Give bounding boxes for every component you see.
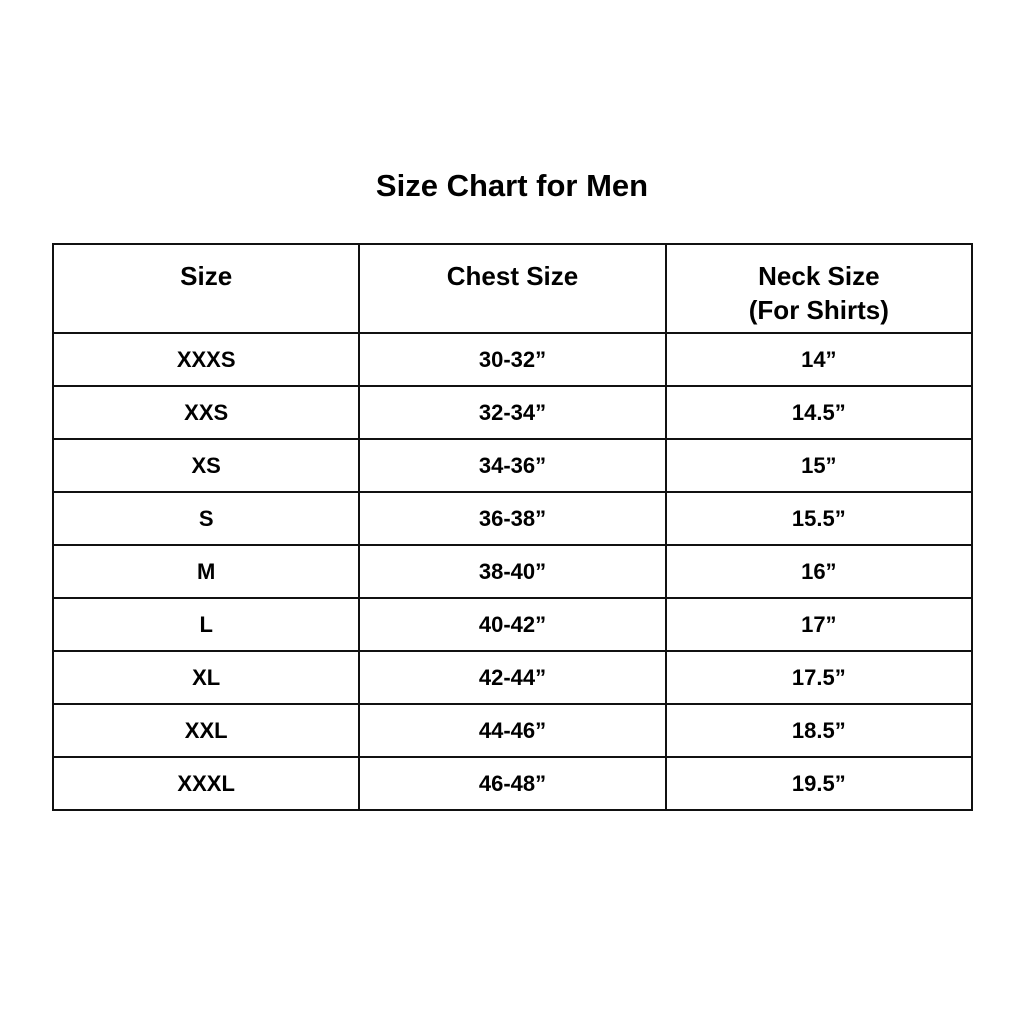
header-chest-size: Chest Size (358, 243, 667, 334)
chest-size-cell: 34-36” (358, 438, 667, 493)
size-cell: XS (51, 438, 361, 493)
table-row: XXXL 46-48” 19.5” (51, 756, 974, 811)
table-row: XXS 32-34” 14.5” (51, 385, 974, 440)
table-row: XS 34-36” 15” (51, 438, 974, 493)
chest-size-cell: 32-34” (358, 385, 667, 440)
chest-size-cell: 42-44” (358, 650, 667, 705)
table-row: S 36-38” 15.5” (51, 491, 974, 546)
size-cell: XXS (51, 385, 361, 440)
chest-size-cell: 44-46” (358, 703, 667, 758)
table-row: M 38-40” 16” (51, 544, 974, 599)
header-row: Size Chest Size Neck Size (For Shirts) (51, 243, 974, 334)
table-row: L 40-42” 17” (51, 597, 974, 652)
chest-size-cell: 36-38” (358, 491, 667, 546)
size-cell: XXXL (51, 756, 361, 811)
neck-size-cell: 17” (664, 597, 974, 652)
size-table: Size Chest Size Neck Size (For Shirts) X… (51, 243, 974, 811)
chest-size-cell: 40-42” (358, 597, 667, 652)
header-neck-size-sub: (For Shirts) (748, 295, 889, 325)
header-neck-size-label: Neck Size (758, 261, 880, 291)
neck-size-cell: 14” (664, 332, 974, 387)
size-cell: XL (51, 650, 361, 705)
table-row: XXXS 30-32” 14” (51, 332, 974, 387)
neck-size-cell: 16” (664, 544, 974, 599)
header-size: Size (51, 243, 361, 334)
size-cell: M (51, 544, 361, 599)
chest-size-cell: 38-40” (358, 544, 667, 599)
size-cell: XXL (51, 703, 361, 758)
table-row: XXL 44-46” 18.5” (51, 703, 974, 758)
neck-size-cell: 18.5” (664, 703, 974, 758)
neck-size-cell: 15.5” (664, 491, 974, 546)
chest-size-cell: 30-32” (358, 332, 667, 387)
page-title: Size Chart for Men (375, 168, 649, 203)
header-neck-size: Neck Size (For Shirts) (664, 243, 974, 334)
table-row: XL 42-44” 17.5” (51, 650, 974, 705)
neck-size-cell: 15” (664, 438, 974, 493)
size-cell: S (51, 491, 361, 546)
size-cell: XXXS (51, 332, 361, 387)
neck-size-cell: 14.5” (664, 385, 974, 440)
neck-size-cell: 17.5” (664, 650, 974, 705)
size-cell: L (51, 597, 361, 652)
neck-size-cell: 19.5” (664, 756, 974, 811)
chest-size-cell: 46-48” (358, 756, 667, 811)
